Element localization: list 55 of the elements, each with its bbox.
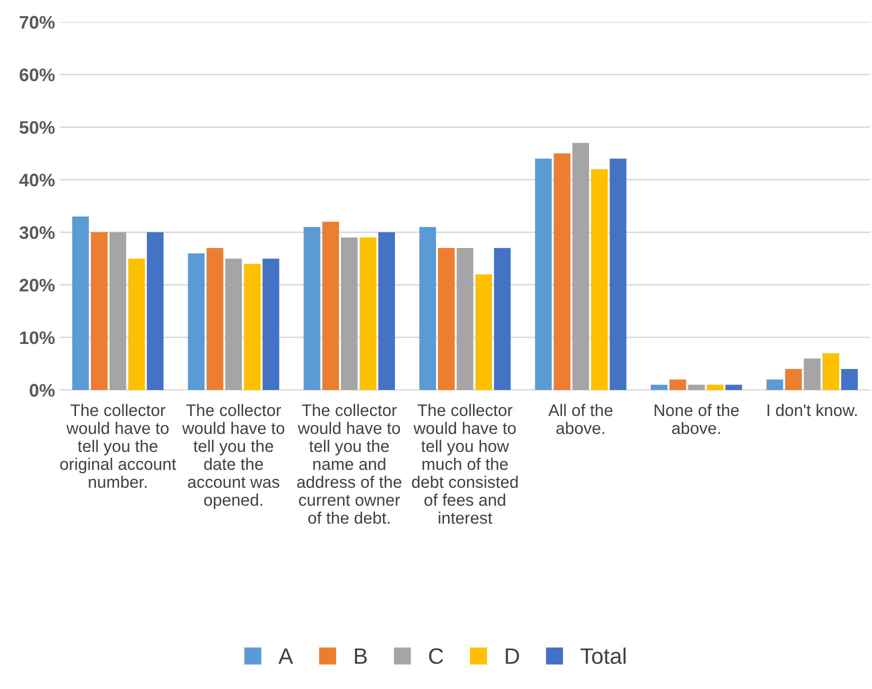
y-tick-label: 20% (20, 278, 55, 292)
bar (419, 227, 436, 390)
y-tick-label: 10% (20, 331, 55, 344)
bar (785, 368, 802, 390)
bar (304, 227, 320, 390)
x-tick-label: The collector would have to tell you the date the account was opened. (182, 404, 284, 510)
bar (725, 384, 742, 390)
bar (128, 258, 145, 390)
x-tick-label: I don't know. (768, 404, 857, 416)
bar (90, 232, 108, 390)
x-tick-label: None of the above. (654, 404, 739, 434)
x-tick-label: The collector would have to tell you how much of the debt consisted of fees and interest (412, 404, 518, 524)
bar (766, 379, 784, 390)
y-tick-label: 70% (20, 16, 55, 29)
y-tick-label: 40% (19, 174, 55, 186)
y-tick-label: 60% (20, 68, 55, 82)
bar (378, 232, 395, 390)
x-tick-label: All of the above. (548, 404, 612, 434)
bar (535, 158, 552, 390)
bar (804, 358, 820, 390)
y-tick-label: 30% (19, 226, 55, 240)
legend-label: B (354, 648, 367, 664)
bar (706, 384, 724, 390)
bar (841, 368, 858, 390)
bar (244, 264, 261, 390)
bar (206, 248, 224, 390)
bar (610, 158, 626, 390)
bar (340, 238, 358, 390)
bar (822, 353, 840, 390)
bar (262, 258, 280, 390)
legend-label: D (506, 648, 520, 664)
bar (591, 169, 608, 390)
bar (322, 222, 339, 390)
bar (146, 232, 164, 390)
bar (688, 384, 705, 390)
bar (475, 274, 492, 390)
legend-label: A (278, 648, 294, 664)
bar (650, 384, 668, 390)
bar (72, 216, 89, 390)
bar (110, 232, 126, 390)
x-tick-label: The collector would have to tell you the name and address of the current owner of the debt. (297, 404, 402, 524)
x-tick-label: The collector would have to tell you the original account number. (60, 404, 176, 488)
y-tick-label: 0% (30, 384, 55, 397)
bar (188, 253, 205, 390)
bar (669, 379, 686, 390)
legend-label: C (429, 648, 444, 664)
bar (360, 238, 376, 390)
bar (554, 153, 570, 390)
bar (225, 258, 242, 390)
bar (438, 248, 455, 390)
legend-label: Total (580, 648, 626, 664)
bar (572, 142, 590, 390)
bar (494, 248, 511, 390)
y-tick-label: 50% (20, 121, 55, 134)
bar (456, 248, 474, 390)
